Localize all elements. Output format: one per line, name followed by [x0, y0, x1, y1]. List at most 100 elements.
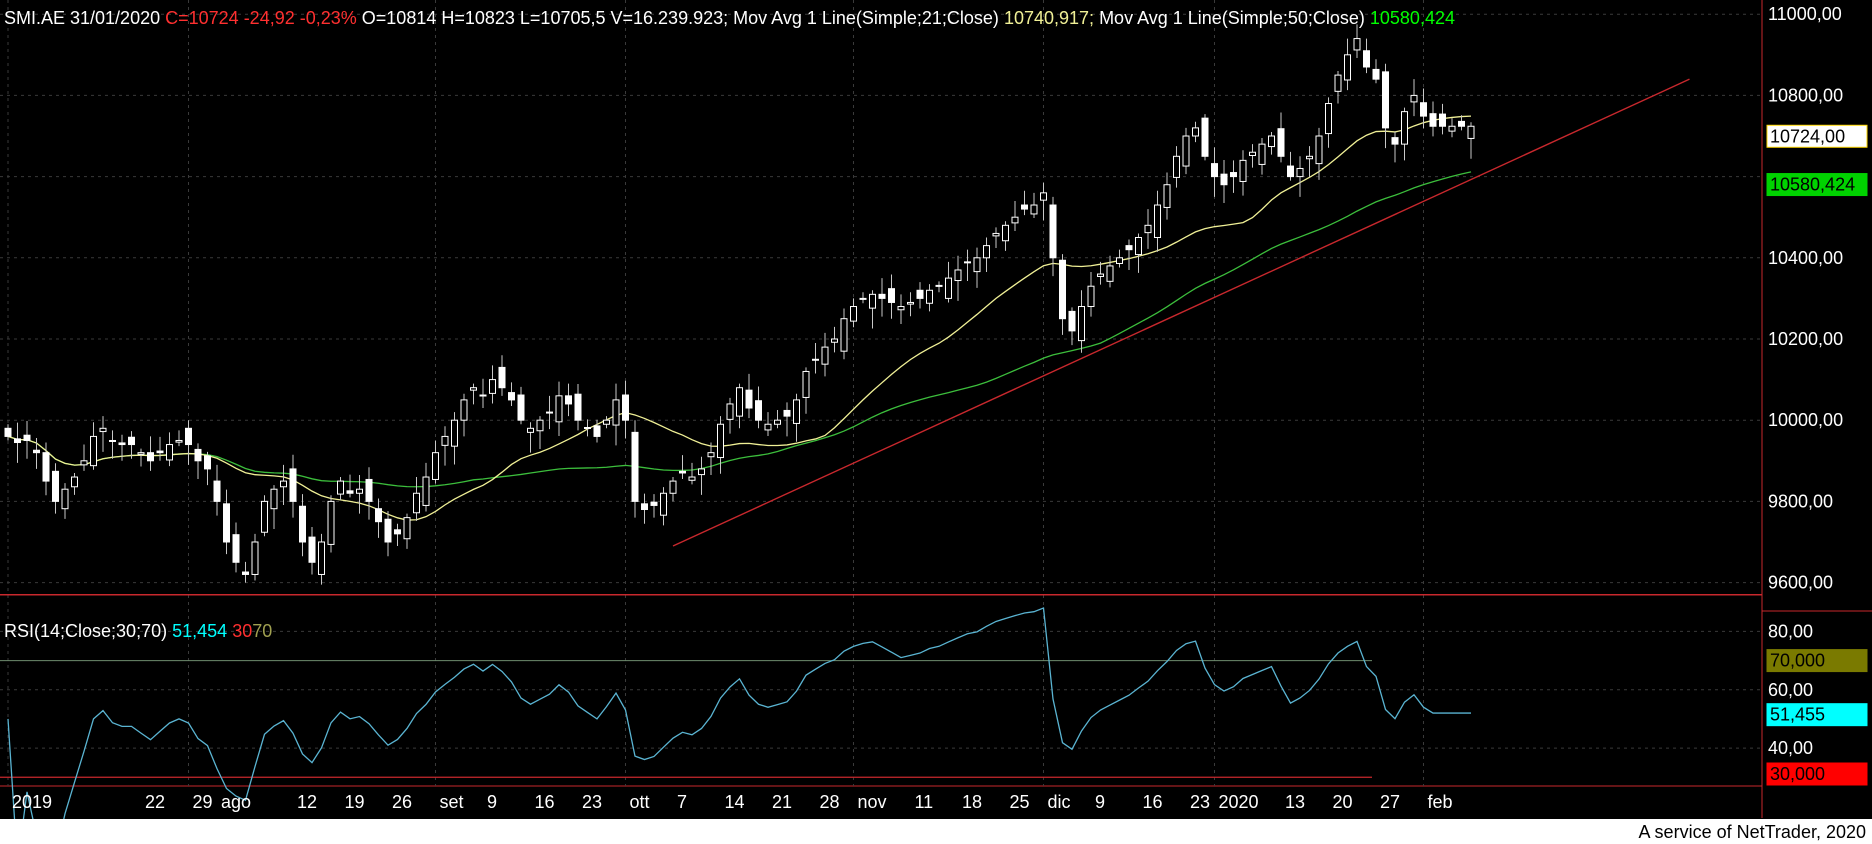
candle-down	[1287, 165, 1294, 178]
candle-up	[840, 318, 848, 352]
candle-up	[166, 444, 173, 461]
candle-down	[1059, 259, 1066, 320]
candle-down	[1277, 128, 1285, 157]
candle-up	[774, 419, 781, 425]
candlesticks	[4, 24, 1475, 585]
rsi-70-tag: 70,000	[1766, 649, 1868, 673]
candle-up	[1078, 306, 1085, 342]
candle-down	[42, 452, 50, 482]
candle-up	[660, 492, 667, 516]
candle-up	[1002, 224, 1009, 242]
candle-up	[831, 338, 838, 343]
rsi-plot	[0, 607, 1471, 844]
candle-up	[688, 476, 696, 481]
ma50-tag-bg	[1766, 173, 1868, 197]
candle-up	[403, 517, 411, 540]
grid	[0, 0, 1762, 786]
candle-up	[821, 346, 829, 365]
candle-up	[850, 306, 857, 322]
time-tick-label: set	[440, 792, 464, 812]
price-tick-label: 9600,00	[1768, 573, 1833, 593]
candle-down	[574, 393, 582, 421]
candle-up	[1315, 135, 1323, 165]
candle-up	[1353, 38, 1361, 51]
candle-up	[1334, 74, 1342, 92]
candle-up	[280, 480, 287, 488]
candle-down	[916, 289, 924, 299]
candle-up	[261, 500, 268, 533]
candle-up	[973, 257, 981, 273]
candle-down	[783, 409, 791, 417]
candle-down	[745, 389, 753, 409]
time-tick-label: 18	[962, 792, 982, 812]
candle-down	[1125, 245, 1133, 251]
time-tick-label: 22	[145, 792, 165, 812]
candle-down	[1049, 204, 1057, 259]
candle-down	[232, 534, 240, 563]
symbol-date: SMI.AE 31/01/2020	[4, 8, 160, 28]
candle-down	[1372, 68, 1380, 80]
candle-up	[1087, 285, 1095, 308]
price-tick-label: 10800,00	[1768, 85, 1843, 105]
rsi-value-tag-text: 51,455	[1770, 705, 1825, 725]
close-price-tag-text: 10724,00	[1770, 126, 1845, 146]
rsi-70-tag-text: 70,000	[1770, 651, 1825, 671]
time-tick-label: 7	[677, 792, 687, 812]
candle-up	[1182, 135, 1190, 167]
candle-down	[346, 490, 354, 494]
candle-up	[698, 468, 705, 476]
rsi-value-tag: 51,455	[1766, 703, 1868, 727]
axes: 11000,00 10800,00 10400,00 10200,00 10000,00…	[12, 4, 1868, 812]
candle-down	[4, 427, 12, 437]
price-tick-label: 10200,00	[1768, 329, 1843, 349]
close-price-tag: 10724,00	[1766, 124, 1868, 148]
candle-down	[508, 392, 515, 401]
time-tick-label: ott	[630, 792, 650, 812]
candle-up	[1249, 151, 1256, 156]
time-tick-label: 23	[582, 792, 602, 812]
candle-down	[299, 505, 306, 543]
candle-up	[1011, 216, 1019, 224]
candle-down	[1458, 120, 1465, 127]
candle-up	[945, 277, 952, 299]
rsi-header: RSI(14;Close;30;70) 51,454 3070	[4, 621, 272, 641]
candle-up	[337, 480, 344, 495]
candle-down	[128, 436, 135, 446]
candle-up	[669, 480, 677, 494]
candle-up	[546, 411, 553, 414]
time-tick-label: feb	[1428, 792, 1453, 812]
rsi-value-tag-bg	[1766, 703, 1868, 727]
candle-up	[907, 301, 914, 305]
candle-up	[489, 379, 496, 394]
time-tick-label: 25	[1010, 792, 1030, 812]
candle-up	[432, 452, 439, 480]
candle-down	[1211, 163, 1218, 178]
candle-up	[793, 399, 800, 424]
candle-down	[23, 434, 31, 441]
candle-down	[14, 438, 21, 444]
candle-up	[1030, 204, 1038, 215]
candle-up	[90, 435, 97, 467]
candle-up	[983, 245, 990, 259]
price-tick-label: 11000,00	[1768, 4, 1842, 24]
time-tick-label: dic	[1048, 792, 1071, 812]
candle-up	[1344, 54, 1351, 81]
candle-down	[622, 394, 629, 421]
candle-up	[555, 395, 563, 423]
time-tick-label: 16	[535, 792, 555, 812]
candle-up	[1306, 155, 1313, 160]
candle-up	[470, 387, 477, 391]
rsi-tick-label: 40,00	[1768, 738, 1813, 758]
rsi-value: 51,454	[172, 621, 227, 641]
candle-down	[156, 450, 164, 454]
candle-up	[1116, 257, 1123, 264]
time-tick-label: 21	[772, 792, 792, 812]
candle-down	[517, 394, 525, 421]
candle-down	[147, 452, 154, 462]
candle-down	[223, 503, 230, 543]
candle-down	[1068, 310, 1076, 332]
candle-up	[61, 488, 69, 510]
candle-up	[1040, 192, 1047, 201]
candle-down	[498, 366, 506, 389]
